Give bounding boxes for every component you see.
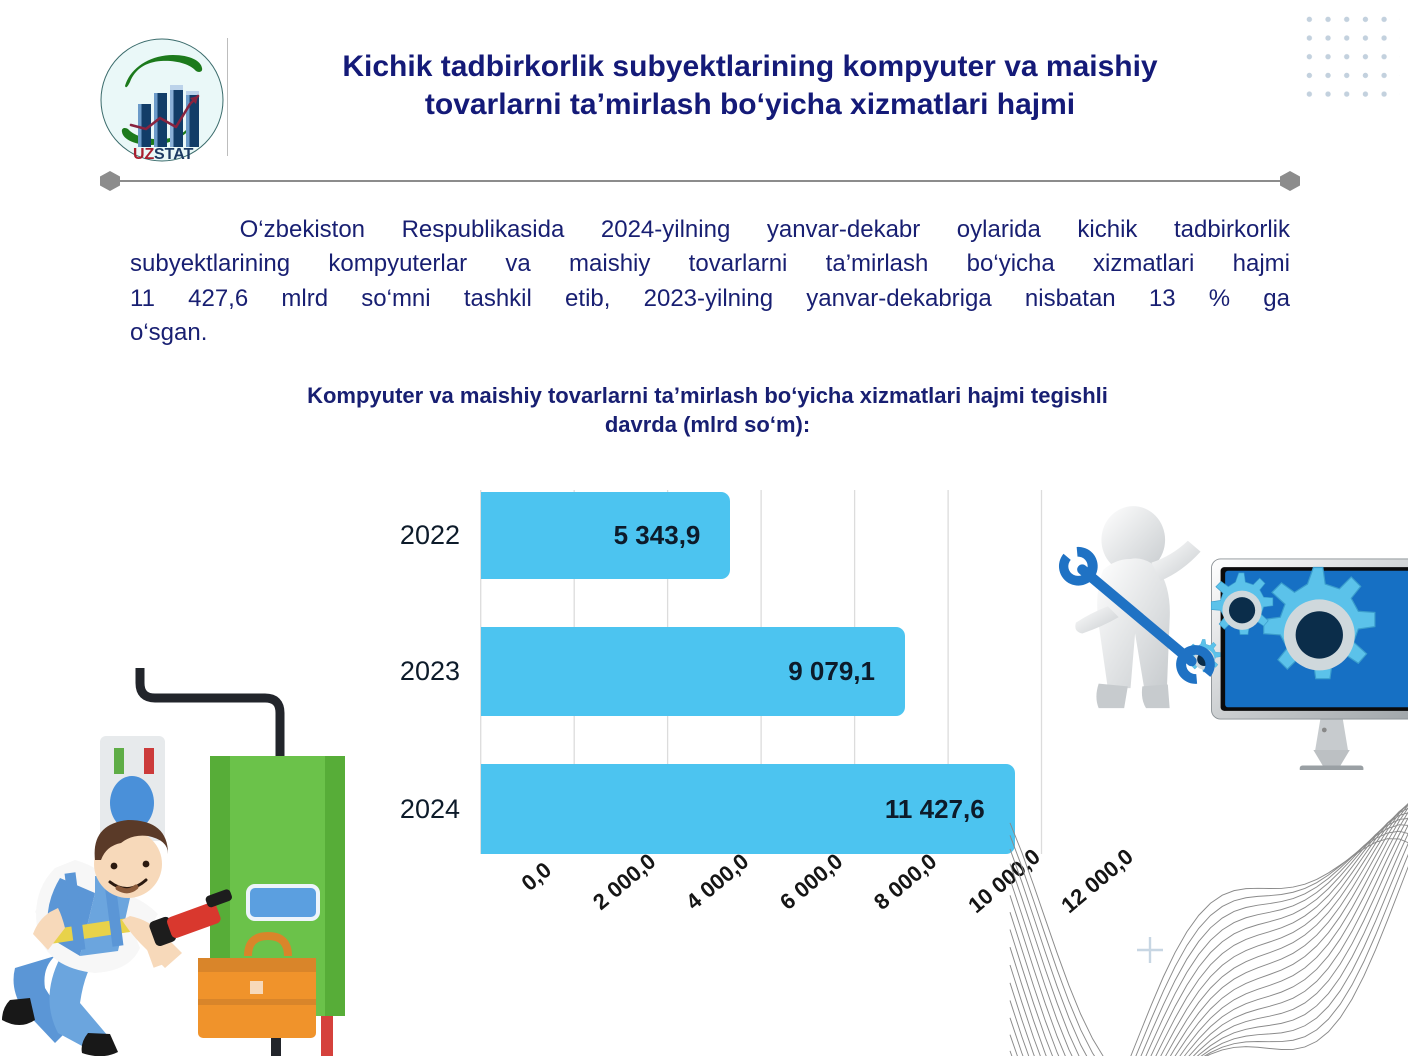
svg-text:UZ: UZ [133, 146, 155, 163]
svg-text:STAT: STAT [154, 146, 194, 163]
